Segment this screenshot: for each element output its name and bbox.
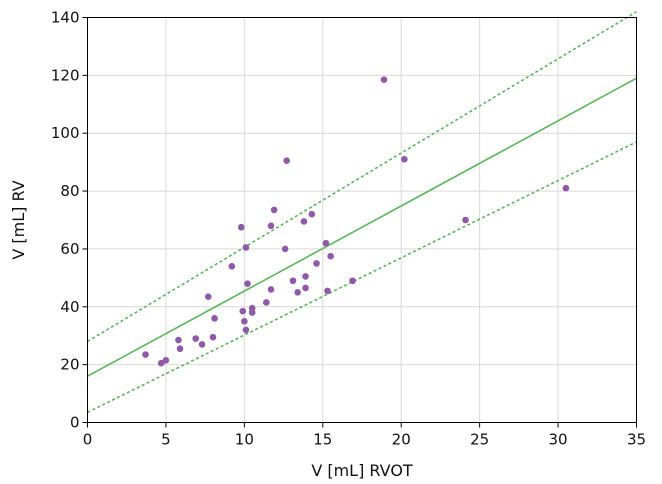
data-point [211,315,218,322]
data-point [281,245,289,253]
data-point [209,333,217,341]
data-point [267,286,275,293]
x-axis-label: V [mL] RVOT [311,461,413,480]
data-point [294,289,301,296]
y-tick-label: 140 [51,9,80,27]
data-point [237,223,245,231]
data-point [244,280,251,287]
y-tick-label: 20 [60,356,79,374]
data-point [380,76,388,83]
x-tick-label: 10 [235,431,254,449]
data-point [175,336,182,344]
data-point [242,244,250,251]
data-point [349,277,356,285]
x-tick-label: 30 [549,431,568,449]
data-point [324,287,331,295]
data-point [263,299,270,306]
x-tick-label: 25 [470,431,489,449]
data-point [242,326,250,334]
y-tick-label: 120 [51,66,80,84]
x-tick-label: 5 [161,431,171,449]
x-tick-label: 20 [392,431,411,449]
data-point [283,157,291,164]
x-tick-label: 15 [313,431,332,449]
data-point [241,317,248,325]
grid [87,17,637,423]
data-point [142,351,149,358]
x-tick-label: 35 [627,431,646,449]
data-point [204,293,212,300]
data-point [302,273,309,280]
data-point [162,357,170,364]
data-points [142,76,570,367]
data-point [327,252,334,260]
plot-frame [87,17,637,423]
confidence-band-upper [87,11,637,343]
data-point [300,218,308,225]
axis-ticks [82,17,637,428]
data-point [313,260,320,267]
data-point [248,304,256,312]
data-point [176,345,184,353]
y-tick-labels: 0 20 40 60 80 100 120 140 [51,9,80,432]
data-point [267,222,275,230]
y-tick-label: 100 [51,124,80,142]
data-point [302,284,309,292]
fit-lines [87,11,637,414]
data-point [401,155,408,163]
data-point [308,210,316,218]
data-point [462,216,469,224]
y-tick-label: 80 [60,182,79,200]
y-axis-label: V [mL] RV [9,180,28,259]
data-point [239,307,247,315]
regression-line [87,77,637,377]
data-point [270,206,278,214]
x-tick-label: 0 [83,431,93,449]
x-tick-labels: 0 5 10 15 20 25 30 35 [83,431,646,449]
confidence-band-lower [87,141,637,414]
data-point [562,184,570,192]
data-point [192,335,200,342]
data-point [289,277,297,285]
data-point [198,341,206,348]
data-point [228,262,236,270]
data-point [322,239,330,247]
y-tick-label: 0 [70,414,80,432]
y-tick-label: 40 [60,298,79,316]
y-tick-label: 60 [60,240,79,258]
